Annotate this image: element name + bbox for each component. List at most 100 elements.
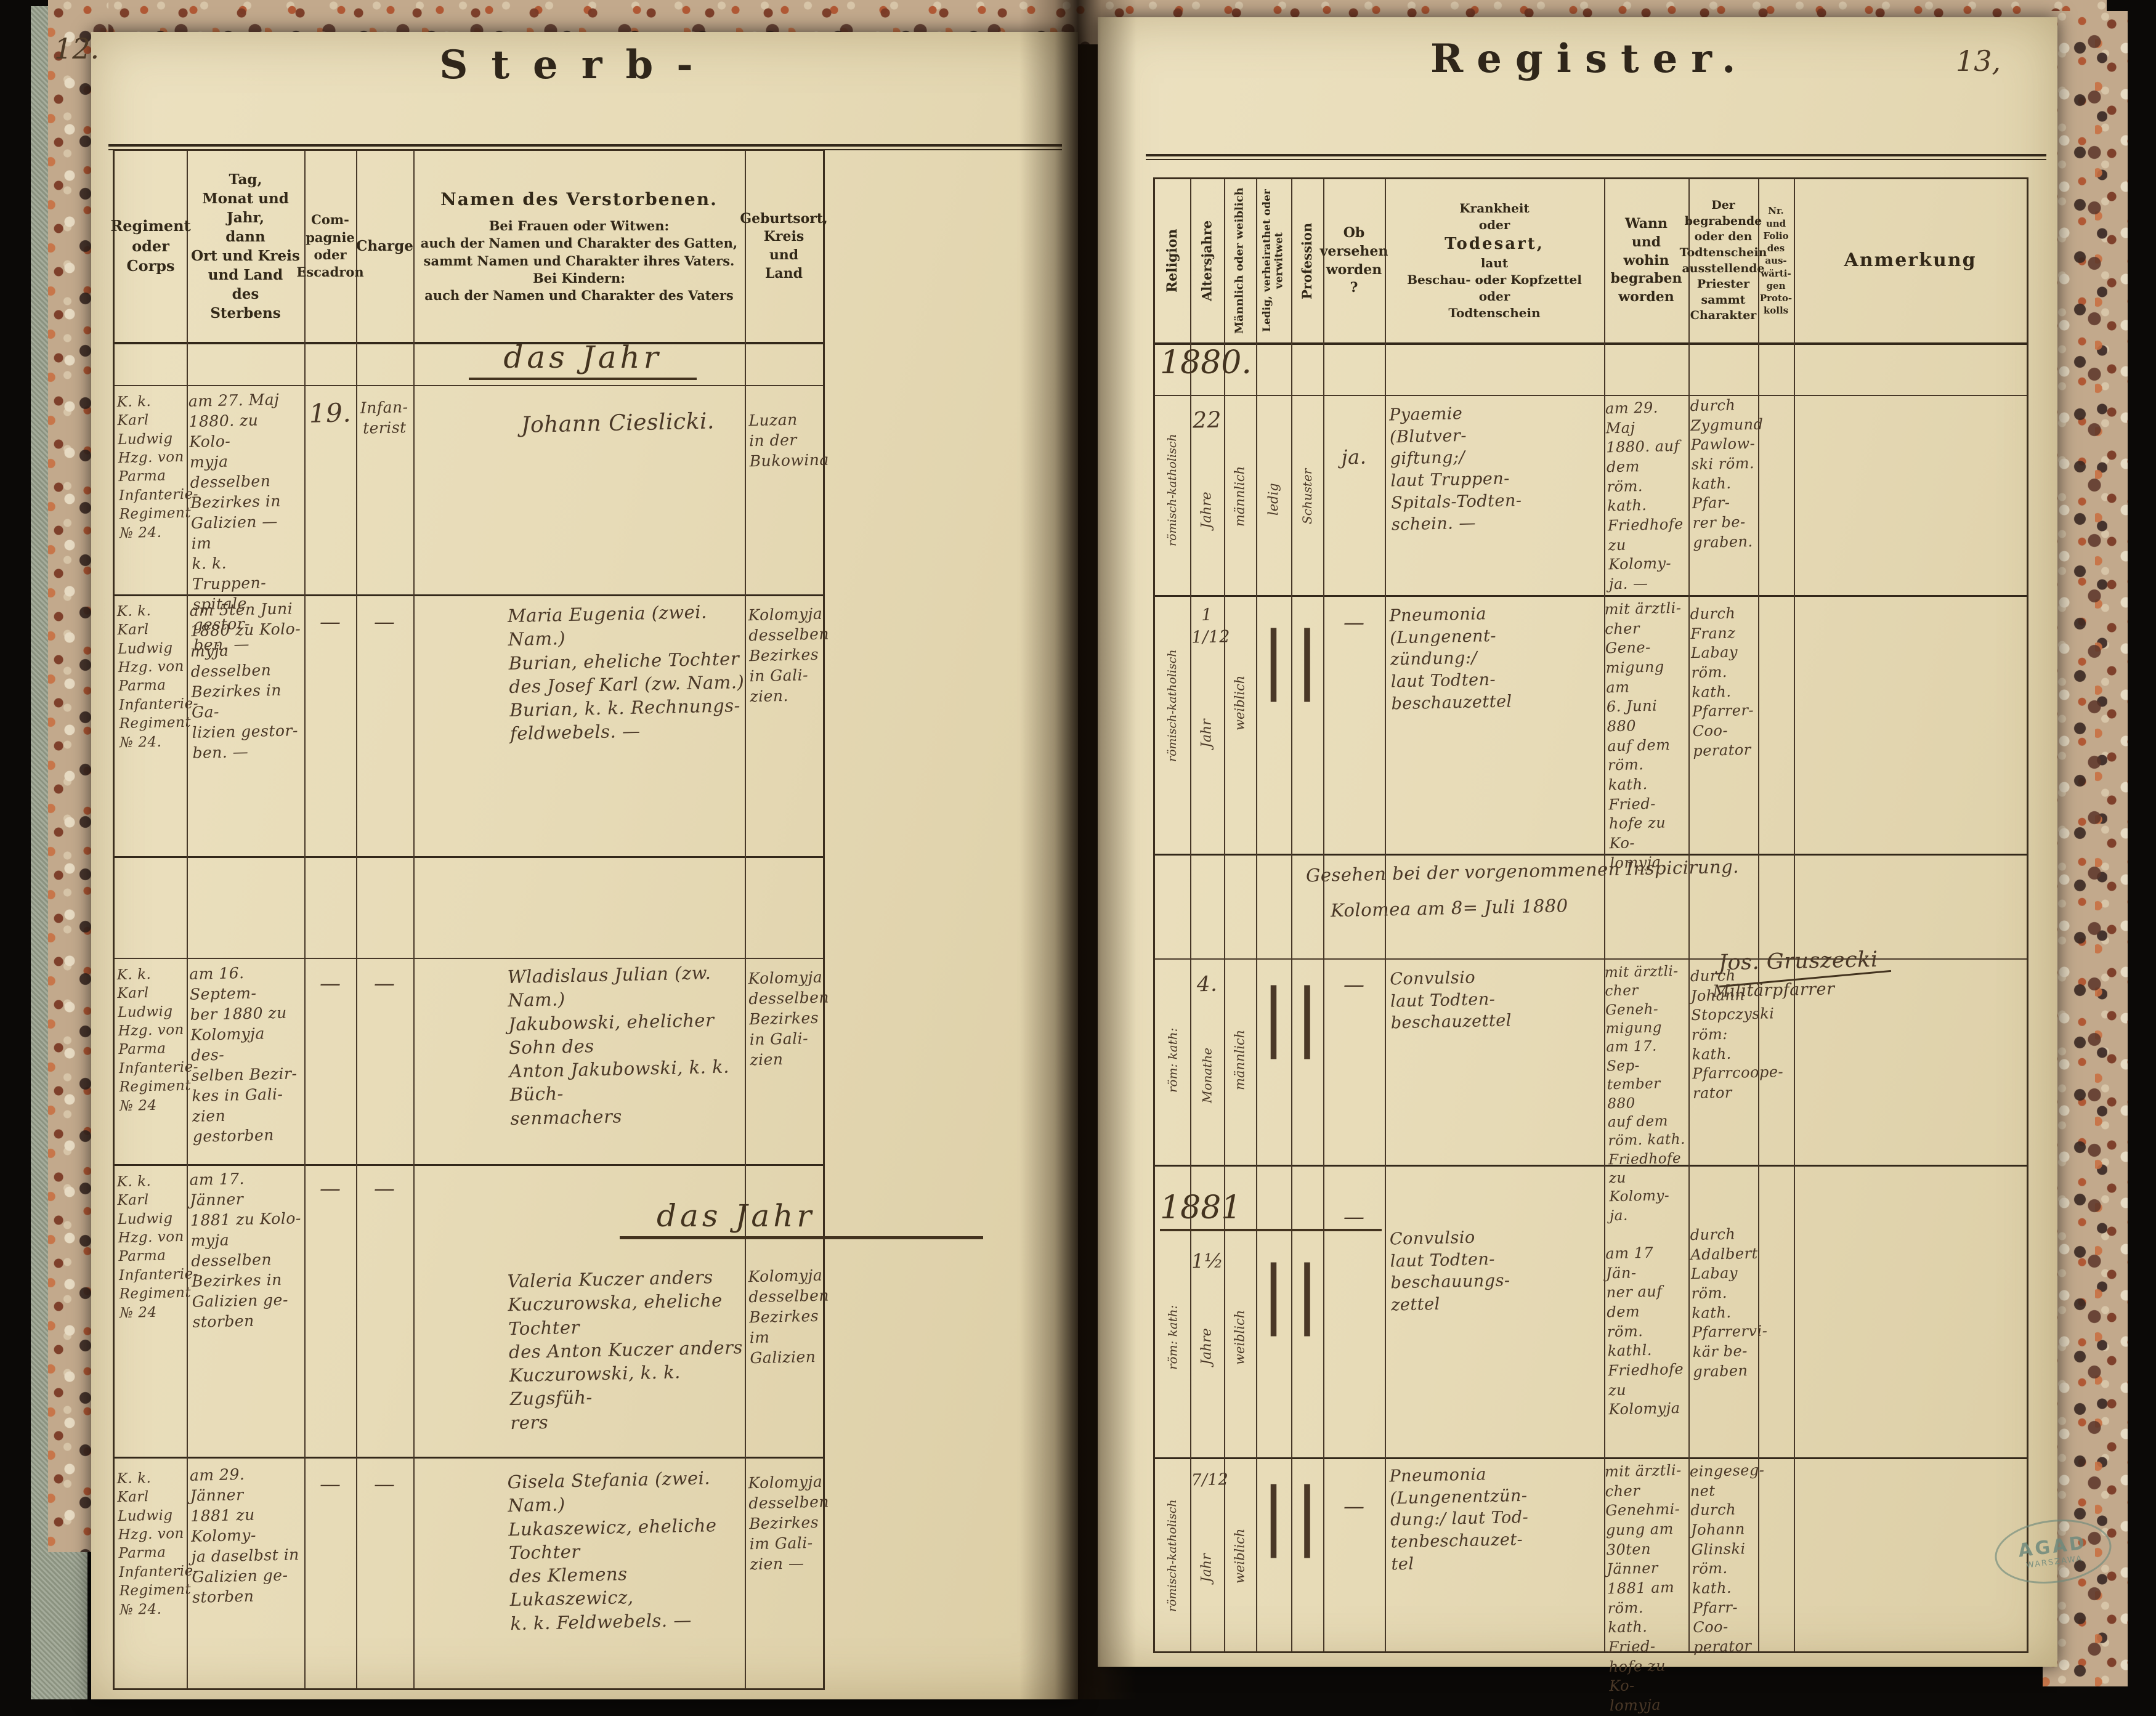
year-underline	[1160, 1229, 1382, 1231]
page-title-right: Register.	[1430, 36, 1749, 82]
entry-row4-marital-stroke: |	[1261, 1251, 1286, 1337]
cause-header-emphasis: Todesart,	[1445, 234, 1544, 253]
entry-row5-regiment: K. k. Karl Ludwig Hzg. von Parma Infante…	[116, 1470, 199, 1618]
year-heading-1880-right: 1880.	[1160, 344, 1252, 381]
entry-row3-marital-stroke: |	[1261, 974, 1286, 1059]
entry-row3-profession-stroke: |	[1294, 974, 1320, 1059]
column-header-priest: Der begrabende oder den Todtenschein aus…	[1679, 198, 1767, 323]
column-header-name: Namen des Verstorbenen. Bei Frauen oder …	[413, 151, 745, 342]
entry-row1-company: 19.	[309, 397, 352, 429]
column-header-name-title: Namen des Verstorbenen.	[440, 189, 718, 210]
entry-row3-age-unit: Monathe	[1199, 1047, 1215, 1104]
entry-row4-charge: —	[374, 1176, 395, 1201]
entry-row5-death: am 29. Jänner 1881 zu Kolomy- ja daselbs…	[189, 1465, 300, 1606]
entry-row2-charge: —	[374, 610, 395, 634]
column-header-cause-of-death: Krankheit oder Todesart, laut Beschau- o…	[1385, 179, 1604, 342]
column-header-birthplace: Geburtsort, Kreis und Land	[740, 210, 828, 281]
entry-row5-burial: mit ärztli- cher Genehmi- gung am 30ten …	[1604, 1461, 1682, 1715]
entry-row2-name: Maria Eugenia (zwei. Nam.) Burian, eheli…	[507, 601, 745, 745]
column-header-protocol-folio: Nr. und Folio des aus- wärti- gen Proto-…	[1759, 205, 1793, 317]
entry-row2-company: —	[320, 610, 341, 634]
entry-row4-last-rites: —	[1343, 1205, 1364, 1229]
column-header-marital-status: Ledig, verheirathet oder verwitwet	[1260, 189, 1286, 333]
entry-row5-birthplace: Kolomyja desselben Bezirkes im Gali- zie…	[748, 1472, 830, 1574]
page-left: Sterb- Regiment oder Corps Tag, Monat un…	[91, 32, 1078, 1699]
entry-row2-last-rites: —	[1343, 610, 1364, 635]
entry-row5-age: 7/12	[1191, 1470, 1229, 1490]
entry-row5-name: Gisela Stefania (zwei. Nam.) Lukaszewicz…	[507, 1467, 717, 1634]
year-heading-1881-left: das Jahr	[620, 1198, 1039, 1239]
entry-row2-sex: weiblich	[1232, 675, 1247, 731]
entry-row2-religion: römisch-katholisch	[1165, 649, 1179, 763]
entry-row2-profession-stroke: |	[1294, 617, 1320, 702]
column-header-death-date-place: Tag, Monat und Jahr, dann Ort und Kreis …	[191, 171, 300, 322]
entry-row2-birthplace: Kolomyja desselben Bezirkes in Gali- zie…	[748, 604, 830, 706]
entry-row4-priest: durch Adalbert Labay röm. kath. Pfarrerv…	[1690, 1225, 1768, 1380]
entry-row4-birthplace: Kolomyja desselben Bezirkes im Galizien	[748, 1266, 830, 1367]
entry-row4-religion: röm: kath:	[1165, 1305, 1180, 1370]
entry-row1-age: 22	[1192, 407, 1222, 434]
entry-row4-age-unit: Jahre	[1199, 1328, 1215, 1365]
column-header-remark: Anmerkung	[1844, 249, 1977, 272]
entry-row1-age-unit: Jahre	[1199, 492, 1215, 529]
entry-row4-burial: am 17 Jän- ner auf dem röm. kathl. Fried…	[1605, 1244, 1684, 1419]
column-header-name-subtitle: Bei Frauen oder Witwen: auch der Namen u…	[420, 218, 738, 304]
entry-row2-cause: Pneumonia (Lungenent- zündung:/ laut Tod…	[1389, 604, 1512, 713]
entry-row4-regiment: K. k. Karl Ludwig Hzg. von Parma Infante…	[116, 1173, 199, 1321]
entry-row1-birthplace: Luzan in der Bukowina	[748, 410, 830, 471]
year-heading-1880-left: das Jahr	[460, 339, 706, 380]
entry-row1-last-rites: ja.	[1341, 445, 1367, 469]
entry-row3-last-rites: —	[1343, 973, 1364, 997]
entry-row1-religion: römisch-katholisch	[1165, 434, 1179, 547]
title-rule-right	[1146, 154, 2046, 160]
entry-row5-religion: römisch-katholisch	[1165, 1499, 1179, 1613]
entry-row5-last-rites: —	[1343, 1494, 1364, 1519]
entry-row1-profession: Schuster	[1300, 468, 1315, 525]
entry-row2-priest: durch Franz Labay röm. kath. Pfarrer-Coo…	[1690, 604, 1754, 759]
entry-row3-priest: durch Johann Stopczyski röm: kath. Pfarr…	[1690, 966, 1784, 1103]
entry-row3-charge: —	[374, 971, 395, 996]
column-header-charge: Charge	[356, 238, 413, 255]
entry-row3-regiment: K. k. Karl Ludwig Hzg. von Parma Infante…	[116, 966, 199, 1114]
entry-row1-regiment: K. k. Karl Ludwig Hzg. von Parma Infante…	[116, 393, 199, 541]
entry-row1-priest: durch Zygmund Pawlow- ski röm. kath. Pfa…	[1690, 396, 1764, 551]
entry-row5-profession-stroke: |	[1294, 1473, 1320, 1558]
entry-row1-burial: am 29. Maj 1880. auf dem röm. kath. Frie…	[1605, 399, 1684, 593]
page-number-right: 13,	[1956, 44, 2001, 78]
entry-row5-cause: Pneumonia (Lungenentzün- dung:/ laut Tod…	[1389, 1465, 1529, 1574]
entry-row5-charge: —	[374, 1472, 395, 1497]
entry-row3-religion: röm: kath:	[1165, 1027, 1180, 1093]
year-1881: 1881	[1160, 1189, 1242, 1226]
entry-row3-cause: Convulsio laut Todten- beschauzettel	[1389, 968, 1512, 1033]
entry-row4-age: 1½	[1191, 1249, 1224, 1273]
inspection-note-line1: Gesehen bei der vorgenommenen Inspicirun…	[1305, 856, 1740, 886]
entry-row4-cause: Convulsio laut Todten- beschauungs- zett…	[1389, 1228, 1510, 1315]
column-header-regiment: Regiment oder Corps	[110, 217, 191, 275]
table-left: Regiment oder Corps Tag, Monat und Jahr,…	[110, 149, 983, 1690]
entry-row3-name: Wladislaus Julian (zw. Nam.) Jakubowski,…	[507, 962, 730, 1129]
column-header-sex: Männlich oder weiblich	[1233, 187, 1246, 334]
entry-row1-name: Johann Cieslicki.	[521, 408, 715, 438]
entry-row4-profession-stroke: |	[1294, 1251, 1320, 1337]
page-right: Register. Religion Altersjahre Männlich …	[1098, 17, 2057, 1714]
entry-row5-sex: weiblich	[1232, 1528, 1247, 1584]
column-header-burial: Wann und wohin begraben worden	[1610, 216, 1682, 306]
page-number-left: 12.	[54, 32, 100, 65]
entry-row1-charge: Infan- terist	[360, 398, 408, 437]
entry-row1-cause: Pyaemie (Blutver- giftung;/ laut Truppen…	[1388, 404, 1522, 535]
entry-row1-marital: ledig	[1266, 483, 1281, 516]
entry-row3-death: am 16. Septem- ber 1880 zu Kolomyja des-…	[188, 964, 298, 1146]
column-header-age: Altersjahre	[1199, 220, 1215, 302]
entry-row2-death: am 5ten Juni 1880 zu Kolo- myja desselbe…	[189, 599, 301, 762]
table-right: Religion Altersjahre Männlich oder weibl…	[1153, 177, 2028, 1714]
entry-row2-age-unit: Jahr	[1199, 719, 1215, 748]
inspection-note-line2: Kolomea am 8= Juli 1880	[1330, 895, 1568, 921]
cause-header-top: Krankheit oder	[1459, 200, 1530, 232]
page-title-left: Sterb-	[439, 42, 716, 88]
entry-row2-age: 1 1/12	[1191, 605, 1231, 647]
year-underline	[620, 1236, 983, 1239]
entry-row4-sex: weiblich	[1232, 1309, 1247, 1365]
entry-row3-age: 4.	[1196, 971, 1218, 997]
entry-row4-name: Valeria Kuczer anders Kuczurowska, eheli…	[507, 1266, 744, 1433]
